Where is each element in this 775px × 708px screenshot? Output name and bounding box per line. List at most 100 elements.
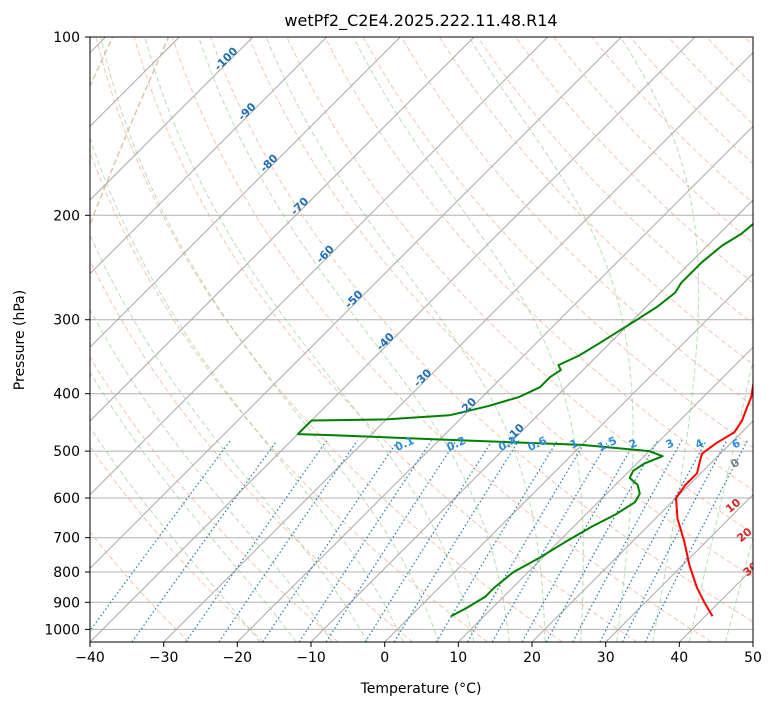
x-tick-label: −20 <box>223 650 253 666</box>
x-tick-label: −40 <box>75 650 105 666</box>
mixing-ratio-line <box>466 440 587 642</box>
dry-adiabat-line <box>515 37 753 284</box>
dry-adiabat-line <box>210 37 753 623</box>
mixing-ratio-line <box>90 440 231 632</box>
isotherm-line <box>90 37 254 201</box>
mixing-ratio-line <box>298 440 432 642</box>
mixing-ratio-label: 3 <box>664 436 676 451</box>
mixing-ratio-line <box>545 440 659 642</box>
line-labels: -100-90-80-70-60-50-40-30-20-100.1 0.2 0.4… <box>212 44 761 579</box>
isotherm-line <box>90 37 622 570</box>
x-tick-label: −30 <box>149 650 179 666</box>
background-lines <box>90 37 753 642</box>
isotherm-label: -80 <box>257 151 280 174</box>
dry-adiabat-line <box>90 259 414 642</box>
mixing-ratio-line <box>621 440 728 642</box>
mixing-ratio-line <box>521 440 637 642</box>
moist-adiabat-line <box>90 426 261 642</box>
dry-adiabat-line <box>133 37 638 642</box>
moist-adiabat-line <box>725 536 753 642</box>
isotherm-line <box>90 37 328 275</box>
mixing-ratio-line <box>644 440 748 642</box>
dry-adiabat-line <box>668 37 753 125</box>
moist-adiabat-line <box>353 37 584 642</box>
mixing-ratio-line <box>325 440 457 642</box>
reference-curve-line <box>90 37 170 227</box>
mixing-ratio-line <box>599 440 707 642</box>
dry-adiabat-line <box>706 37 753 86</box>
y-tick-label: 1000 <box>44 622 80 638</box>
isotherm-line <box>236 125 753 642</box>
moist-adiabat-line <box>144 37 475 642</box>
moist-adiabat-label: 20 <box>735 525 755 545</box>
moist-adiabat-label: 30 <box>741 559 761 579</box>
isotherm-line <box>163 51 753 642</box>
isotherm-line <box>752 641 753 642</box>
mixing-ratio-line <box>393 440 520 642</box>
chart-title: wetPf2_C2E4.2025.222.11.48.R14 <box>284 11 557 31</box>
isotherm-label: -60 <box>314 242 337 265</box>
dry-adiabat-line <box>90 445 264 642</box>
isotherm-line <box>678 567 753 642</box>
mixing-ratio-line <box>262 440 399 642</box>
dry-adiabat-line <box>438 37 753 365</box>
moist-adiabat-line <box>100 37 439 642</box>
mixing-ratio-line <box>131 440 278 642</box>
x-tick-label: 40 <box>670 650 688 666</box>
dry-adiabat-line <box>553 37 753 244</box>
temperature-profile-line <box>675 381 753 617</box>
isotherm-line <box>457 346 753 642</box>
mixing-ratio-line <box>185 440 328 642</box>
y-tick-label: 100 <box>53 30 80 46</box>
y-tick-label: 900 <box>53 595 80 611</box>
isotherm-label: -30 <box>411 366 434 389</box>
isotherm-label: -100 <box>212 44 241 73</box>
moist-adiabat-label: 10 <box>723 496 743 516</box>
x-axis-label: Temperature (°C) <box>360 681 482 697</box>
moist-adiabat-line <box>90 233 369 642</box>
dry-adiabat-line <box>90 150 488 642</box>
dry-adiabat-line <box>90 355 339 642</box>
moist-adiabat-line <box>90 136 404 642</box>
isotherm-line <box>90 37 696 642</box>
y-tick-label: 600 <box>53 491 80 507</box>
x-tick-label: 30 <box>597 650 615 666</box>
mixing-ratio-line <box>572 440 683 642</box>
mixing-ratio-line <box>218 440 358 642</box>
moist-adiabat-label: 0 <box>728 456 742 471</box>
x-tick-label: −10 <box>296 650 326 666</box>
dry-adiabat-line <box>171 37 712 642</box>
moist-adiabat-line <box>265 37 546 642</box>
dry-adiabat-line <box>744 37 753 47</box>
isotherm-line <box>90 37 401 349</box>
isotherm-label: -40 <box>374 330 397 353</box>
moist-adiabat-line <box>620 37 700 642</box>
x-tick-label: 50 <box>744 650 762 666</box>
dry-adiabat-line <box>591 37 753 204</box>
y-tick-label: 300 <box>53 313 80 329</box>
y-tick-label: 400 <box>53 387 80 403</box>
isotherm-line <box>90 37 549 496</box>
moist-adiabat-line <box>90 308 333 642</box>
moist-adiabat-line <box>198 37 510 642</box>
y-tick-label: 200 <box>53 208 80 224</box>
mixing-ratio-line <box>435 440 558 642</box>
dry-adiabat-line <box>248 37 753 578</box>
y-tick-label: 800 <box>53 565 80 581</box>
y-axis-label: Pressure (hPa) <box>12 290 28 390</box>
dry-adiabat-line <box>90 531 190 642</box>
isotherm-label: -50 <box>342 288 365 311</box>
x-tick-label: 20 <box>523 650 541 666</box>
x-tick-label: 10 <box>449 650 467 666</box>
isotherm-line <box>384 272 753 642</box>
y-tick-label: 500 <box>53 444 80 460</box>
dry-adiabat-line <box>286 37 753 534</box>
axis-ticks: −40 −30 −20 −10 0 10 20 30 40 5010020030040050060… <box>44 30 762 666</box>
x-tick-label: 0 <box>380 650 389 666</box>
isotherm-label: -70 <box>288 194 311 217</box>
dry-adiabat-line <box>400 37 753 407</box>
mixing-ratio-line <box>491 440 609 642</box>
profile-lines <box>296 222 753 618</box>
mixing-ratio-line <box>364 440 493 642</box>
